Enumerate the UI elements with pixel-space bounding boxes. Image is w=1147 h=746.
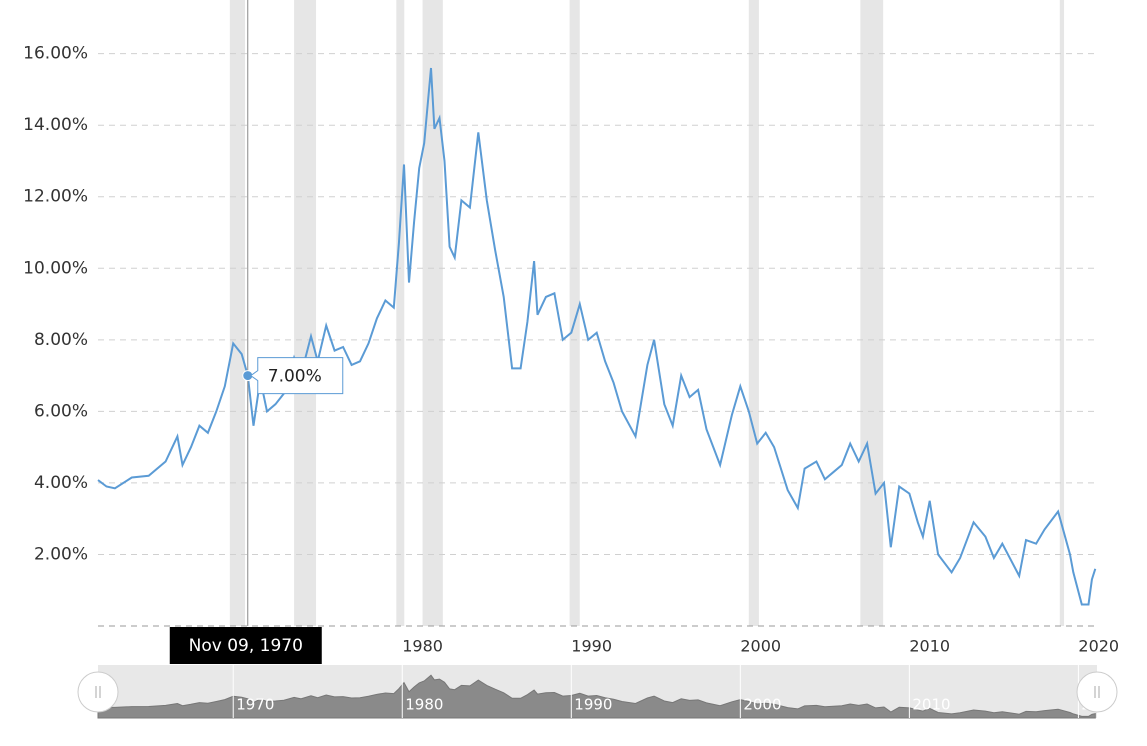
navigator-tick-label: 1980 bbox=[405, 696, 443, 714]
x-tick-label: 2010 bbox=[909, 637, 950, 656]
navigator-tick-label: 1990 bbox=[574, 696, 612, 714]
recession-band bbox=[229, 0, 246, 626]
x-tick-label: 1980 bbox=[402, 637, 443, 656]
recession-band bbox=[748, 0, 759, 626]
recession-band bbox=[294, 0, 317, 626]
recession-band bbox=[569, 0, 580, 626]
x-tick-label: 2000 bbox=[740, 637, 781, 656]
date-label-box bbox=[169, 627, 322, 664]
navigator-area bbox=[97, 674, 1096, 719]
navigator-tick-label: 2000 bbox=[743, 696, 781, 714]
navigator-handle[interactable] bbox=[1076, 671, 1118, 713]
x-tick-label: 1990 bbox=[571, 637, 612, 656]
data-line bbox=[97, 67, 1097, 606]
navigator-tick-label: 1970 bbox=[236, 696, 274, 714]
tooltip-value: 7.00% bbox=[268, 367, 322, 387]
y-tick-label: 10.00% bbox=[23, 258, 88, 278]
x-tick-label: 2020 bbox=[1078, 637, 1119, 656]
recession-band bbox=[1059, 0, 1065, 626]
y-tick-label: 2.00% bbox=[34, 544, 88, 564]
navigator-tick-label: 2010 bbox=[912, 696, 950, 714]
tooltip-box bbox=[249, 357, 344, 395]
y-tick-label: 14.00% bbox=[23, 115, 88, 135]
y-tick-label: 4.00% bbox=[34, 473, 88, 493]
y-tick-label: 16.00% bbox=[23, 44, 88, 64]
recession-band bbox=[422, 0, 443, 626]
navigator-handle[interactable] bbox=[77, 671, 119, 713]
recession-band bbox=[396, 0, 405, 626]
y-tick-label: 8.00% bbox=[34, 330, 88, 350]
y-tick-label: 12.00% bbox=[23, 187, 88, 207]
date-label: Nov 09, 1970 bbox=[189, 636, 303, 656]
y-tick-label: 6.00% bbox=[34, 401, 88, 421]
recession-band bbox=[860, 0, 884, 626]
